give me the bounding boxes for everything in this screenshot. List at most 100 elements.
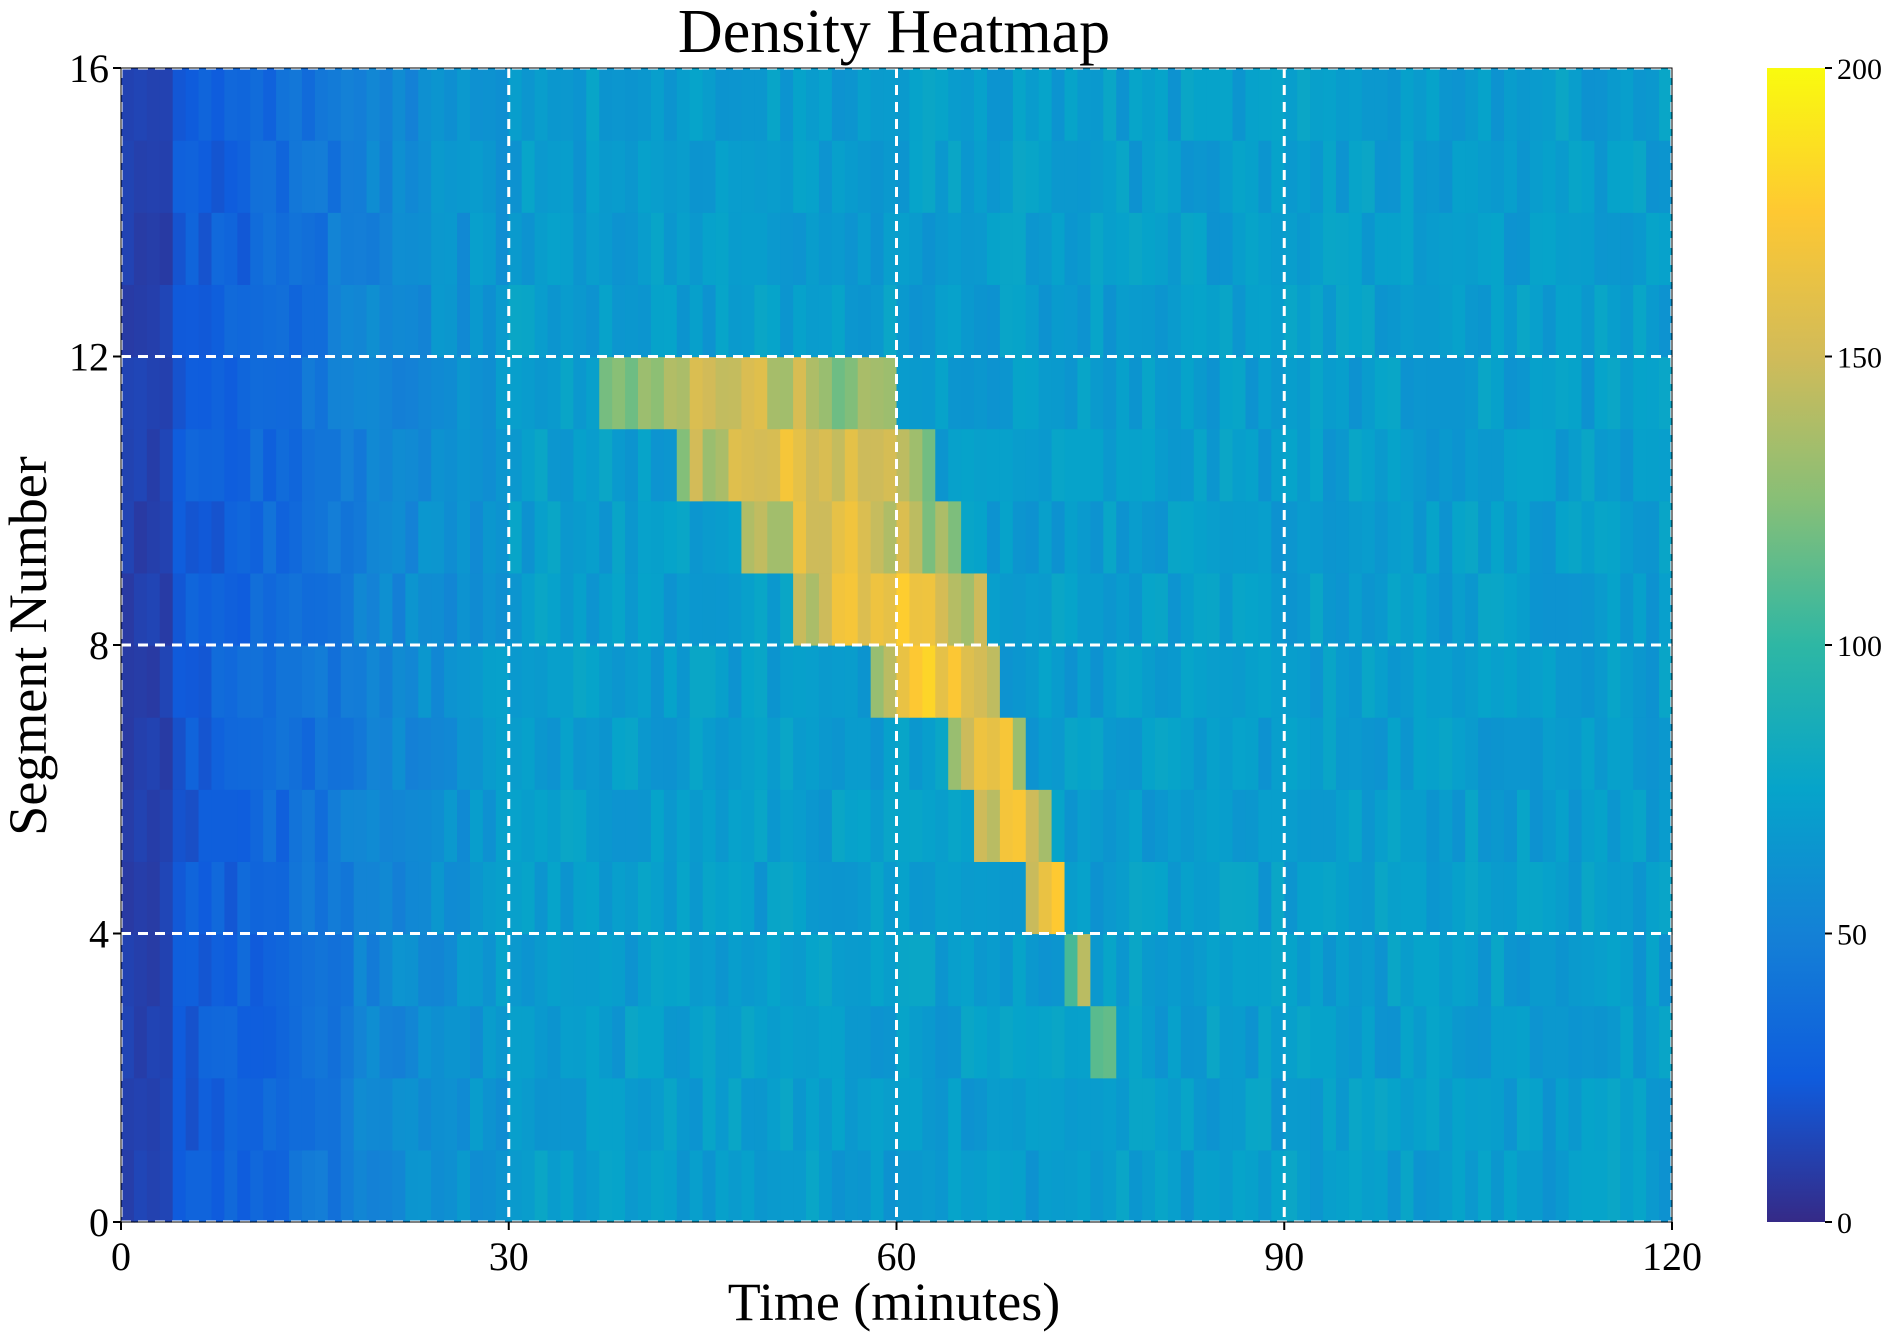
heatmap-cell: [1452, 861, 1466, 935]
heatmap-cell: [1503, 1149, 1518, 1223]
heatmap-cell: [1646, 933, 1660, 1007]
heatmap-cell: [1129, 1005, 1143, 1079]
heatmap-cell: [353, 356, 368, 430]
heatmap-cell: [340, 140, 355, 213]
heatmap-cell: [650, 789, 665, 862]
heatmap-cell: [844, 1149, 859, 1223]
heatmap-cell: [1103, 500, 1117, 574]
heatmap-cell: [237, 1005, 251, 1079]
heatmap-cell: [1516, 933, 1531, 1007]
heatmap-cell: [1051, 789, 1066, 862]
heatmap-cell: [340, 1005, 355, 1079]
heatmap-cell: [573, 212, 587, 285]
heatmap-cell: [560, 356, 574, 430]
heatmap-cell: [1232, 572, 1247, 646]
heatmap-cell: [1284, 212, 1298, 285]
heatmap-cell: [1077, 789, 1091, 862]
heatmap-cell: [1374, 645, 1389, 718]
heatmap-cell: [702, 140, 717, 213]
heatmap-cell: [831, 789, 846, 862]
heatmap-cell: [1116, 1005, 1130, 1079]
heatmap-cell: [1284, 284, 1298, 358]
heatmap-cell: [676, 500, 691, 574]
heatmap-cell: [663, 645, 678, 718]
heatmap-cell: [444, 68, 458, 141]
heatmap-cell: [999, 68, 1014, 141]
heatmap-cell: [172, 68, 187, 141]
heatmap-cell: [469, 1077, 484, 1151]
heatmap-cell: [1348, 645, 1363, 718]
heatmap-cell: [586, 789, 600, 862]
heatmap-cell: [1568, 572, 1583, 646]
heatmap-cell: [237, 789, 251, 862]
heatmap-cell: [767, 356, 781, 430]
heatmap-cell: [495, 572, 510, 646]
heatmap-cell: [1038, 1005, 1053, 1079]
heatmap-cell: [1025, 861, 1040, 935]
heatmap-cell: [857, 356, 872, 430]
heatmap-cell: [818, 212, 833, 285]
heatmap-cell: [133, 1077, 148, 1151]
heatmap-cell: [1232, 356, 1247, 430]
heatmap-cell: [1090, 645, 1104, 718]
heatmap-cell: [1258, 356, 1272, 430]
heatmap-cell: [263, 572, 277, 646]
heatmap-cell: [547, 1005, 562, 1079]
heatmap-cell: [728, 68, 743, 141]
heatmap-cell: [1323, 789, 1337, 862]
heatmap-cell: [767, 933, 781, 1007]
heatmap-cell: [121, 1077, 135, 1151]
heatmap-cell: [780, 212, 794, 285]
heatmap-cell: [1633, 1149, 1647, 1223]
heatmap-cell: [1155, 428, 1169, 502]
heatmap-cell: [301, 1005, 316, 1079]
heatmap-cell: [237, 68, 251, 141]
heatmap-cell: [883, 645, 898, 718]
heatmap-cell: [689, 645, 704, 718]
heatmap-cell: [754, 717, 768, 790]
heatmap-cell: [1465, 1149, 1479, 1223]
heatmap-cell: [676, 428, 691, 502]
heatmap-cell: [482, 1005, 497, 1079]
heatmap-cell: [1594, 572, 1608, 646]
heatmap-cell: [831, 428, 846, 502]
heatmap-cell: [1271, 1077, 1285, 1151]
heatmap-cell: [831, 500, 846, 574]
heatmap-cell: [560, 717, 574, 790]
heatmap-cell: [1038, 356, 1053, 430]
heatmap-cell: [1452, 717, 1466, 790]
heatmap-cell: [1633, 140, 1647, 213]
heatmap-cell: [146, 140, 161, 213]
heatmap-cell: [1348, 356, 1363, 430]
heatmap-cell: [146, 717, 161, 790]
heatmap-cell: [586, 356, 600, 430]
heatmap-cell: [560, 789, 574, 862]
heatmap-cell: [314, 789, 329, 862]
heatmap-cell: [289, 428, 303, 502]
heatmap-cell: [715, 428, 730, 502]
heatmap-cell: [1568, 284, 1583, 358]
heatmap-cell: [1193, 645, 1208, 718]
heatmap-cell: [1155, 789, 1169, 862]
heatmap-cell: [340, 572, 355, 646]
heatmap-cell: [922, 1077, 936, 1151]
heatmap-cell: [909, 789, 923, 862]
heatmap-cell: [405, 645, 419, 718]
heatmap-cell: [625, 717, 639, 790]
heatmap-cell: [185, 572, 200, 646]
heatmap-cell: [521, 933, 536, 1007]
heatmap-cell: [1219, 68, 1234, 141]
heatmap-cell: [1387, 1149, 1402, 1223]
heatmap-cell: [689, 212, 704, 285]
heatmap-cell: [650, 140, 665, 213]
heatmap-cell: [1297, 140, 1311, 213]
heatmap-cell: [1555, 284, 1570, 358]
heatmap-cell: [1361, 356, 1376, 430]
heatmap-cell: [818, 717, 833, 790]
heatmap-cell: [431, 284, 445, 358]
heatmap-cell: [1503, 140, 1518, 213]
heatmap-cell: [289, 500, 303, 574]
heatmap-cell: [211, 861, 225, 935]
heatmap-cell: [1129, 645, 1143, 718]
heatmap-cell: [715, 500, 730, 574]
